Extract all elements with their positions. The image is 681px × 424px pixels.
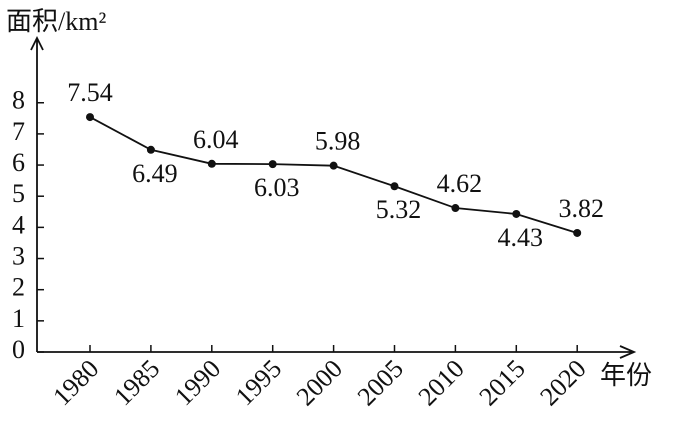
data-label: 5.98 bbox=[315, 127, 361, 156]
point bbox=[329, 161, 338, 170]
y-tick-label: 8 bbox=[12, 86, 25, 115]
x-tick-label: 2010 bbox=[413, 354, 470, 411]
point bbox=[86, 113, 94, 122]
y-tick-label: 3 bbox=[12, 241, 25, 270]
x-tick-label: 2000 bbox=[291, 354, 348, 411]
x-tick-label: 1990 bbox=[169, 354, 226, 411]
data-label: 6.04 bbox=[193, 125, 239, 154]
y-tick-label: 5 bbox=[12, 179, 25, 208]
point bbox=[390, 182, 399, 191]
y-tick-label: 2 bbox=[12, 273, 25, 302]
data-label: 7.54 bbox=[67, 78, 113, 107]
point bbox=[512, 209, 521, 218]
y-tick-label: 0 bbox=[12, 335, 25, 364]
x-tick-label: 2005 bbox=[352, 354, 409, 411]
point bbox=[268, 160, 277, 169]
data-label: 6.49 bbox=[132, 159, 178, 188]
x-axis-label: 年份 bbox=[600, 361, 652, 390]
data-label: 5.32 bbox=[376, 195, 422, 224]
data-label: 4.62 bbox=[437, 169, 483, 198]
y-axis-label: 面积/km² bbox=[6, 7, 106, 36]
point bbox=[146, 145, 155, 154]
y-tick-label: 4 bbox=[12, 210, 25, 239]
point bbox=[207, 159, 216, 168]
y-tick-label: 7 bbox=[12, 117, 25, 146]
x-tick-label: 1985 bbox=[108, 354, 165, 411]
y-tick-label: 6 bbox=[12, 148, 25, 177]
data-label: 3.82 bbox=[558, 194, 604, 223]
point bbox=[573, 228, 582, 237]
x-axis bbox=[37, 345, 637, 359]
x-tick-label: 2015 bbox=[473, 354, 530, 411]
data-label: 4.43 bbox=[498, 223, 544, 252]
x-tick-label: 2020 bbox=[534, 354, 591, 411]
y-tick-label: 1 bbox=[12, 304, 25, 333]
x-tick-label: 1995 bbox=[230, 354, 287, 411]
x-tick-label: 1980 bbox=[47, 354, 104, 411]
data-label: 6.03 bbox=[254, 173, 300, 202]
point bbox=[451, 204, 460, 213]
y-axis bbox=[30, 35, 44, 352]
